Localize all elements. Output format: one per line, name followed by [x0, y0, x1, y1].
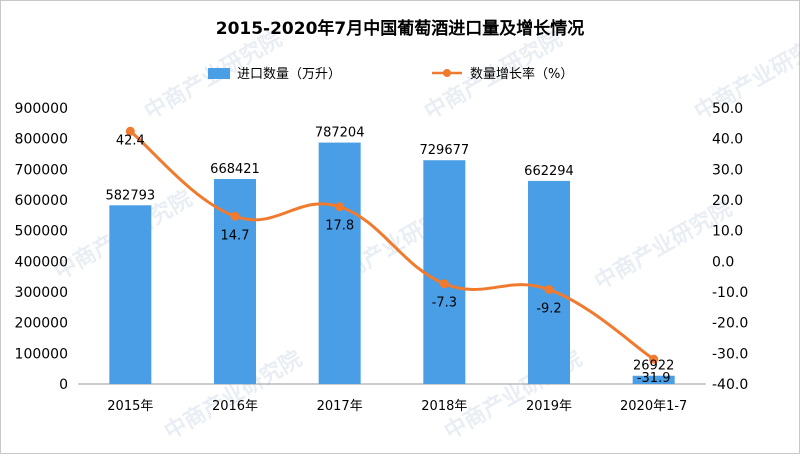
line-value-label: -9.2	[536, 302, 561, 317]
y-right-tick-label: 10.0	[712, 224, 743, 240]
line-series	[125, 126, 659, 364]
y-left-tick-label: 900000	[15, 101, 68, 117]
chart-title: 2015-2020年7月中国葡萄酒进口量及增长情况	[216, 18, 585, 39]
line-point	[230, 211, 240, 221]
bar-value-label: 729677	[420, 143, 470, 158]
y-left-tick-label: 300000	[15, 285, 68, 301]
y-right-tick-label: -40.0	[712, 377, 748, 393]
data-labels: 582793 668421 787204 729677 662294 26922 42.4 1…	[106, 126, 675, 387]
y-left-tick-label: 0	[59, 377, 68, 393]
bar-value-label: 787204	[315, 126, 365, 141]
y-right-tick-label: 0.0	[712, 254, 734, 270]
y-left-tick-label: 600000	[15, 193, 68, 209]
y-right-tick-label: 30.0	[712, 162, 743, 178]
line-point	[649, 354, 659, 364]
legend-swatch-bar	[208, 68, 230, 79]
axes: 0 100000 200000 300000 400000 500000 600000 700…	[15, 101, 749, 414]
growth-line	[129, 130, 655, 361]
watermark-text: 中商产业研究院	[590, 196, 736, 296]
x-tick-label: 2018年	[421, 399, 467, 414]
x-tick-label: 2016年	[212, 399, 258, 414]
y-right-tick-label: -20.0	[712, 316, 748, 332]
bar-value-label: 668421	[210, 162, 260, 177]
bar	[423, 160, 466, 384]
line-value-label: 42.4	[116, 133, 145, 148]
x-tick-label: 2017年	[317, 399, 363, 414]
bar	[528, 180, 570, 384]
legend: 进口数量（万升） 数量增长率（%）	[208, 66, 573, 82]
y-right-tick-label: -10.0	[712, 285, 748, 301]
y-left-tick-label: 200000	[15, 316, 68, 332]
line-point	[125, 126, 135, 136]
y-right-tick-label: -30.0	[712, 346, 748, 362]
line-point	[544, 285, 554, 295]
y-left-tick-label: 700000	[15, 162, 68, 178]
bar-value-label: 582793	[106, 188, 156, 203]
bar-value-label: 662294	[524, 164, 574, 179]
x-tick-label: 2015年	[107, 399, 153, 414]
watermark-text: 中商产业研究院	[690, 26, 800, 126]
x-tick-label: 2020年1-7	[620, 399, 687, 414]
line-value-label: 14.7	[221, 228, 250, 243]
bar	[109, 205, 152, 384]
legend-swatch-marker	[443, 69, 451, 77]
legend-label-bar: 进口数量（万升）	[237, 67, 341, 82]
bar-value-label: 26922	[633, 359, 674, 374]
bar	[318, 142, 361, 384]
line-value-label: 17.8	[325, 219, 354, 234]
y-left-tick-label: 500000	[15, 224, 68, 240]
line-point	[335, 202, 345, 212]
y-right-tick-label: 20.0	[712, 193, 743, 209]
y-left-tick-label: 800000	[15, 132, 68, 148]
legend-label-line: 数量增长率（%）	[470, 66, 573, 82]
y-left-tick-label: 100000	[15, 346, 68, 362]
y-right-tick-label: 40.0	[712, 132, 743, 148]
line-value-label: -31.9	[637, 371, 671, 386]
line-value-label: -7.3	[432, 296, 457, 311]
bar	[632, 375, 675, 384]
y-left-tick-label: 400000	[15, 254, 68, 270]
bar-series	[109, 142, 675, 384]
line-point	[439, 279, 449, 289]
y-right-tick-label: 50.0	[712, 101, 743, 117]
x-tick-label: 2019年	[526, 399, 572, 414]
